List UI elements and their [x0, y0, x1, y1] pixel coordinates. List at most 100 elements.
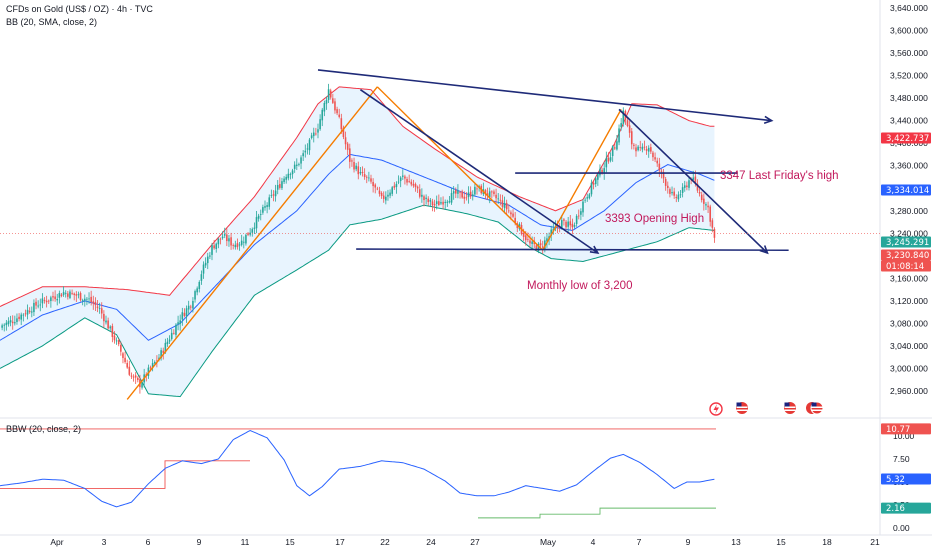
candle[interactable] [338, 108, 340, 119]
candle[interactable] [255, 210, 258, 234]
candle[interactable] [310, 132, 313, 140]
candle[interactable] [359, 166, 362, 176]
candle[interactable] [86, 296, 88, 306]
candle[interactable] [471, 190, 474, 201]
candle[interactable] [391, 186, 393, 197]
candle[interactable] [175, 323, 177, 338]
candle[interactable] [151, 358, 154, 372]
candle[interactable] [677, 191, 680, 202]
candle[interactable] [168, 335, 171, 344]
candle[interactable] [626, 117, 629, 128]
impulse-line[interactable] [126, 86, 378, 400]
event-icons[interactable] [709, 401, 824, 416]
candle[interactable] [18, 313, 20, 322]
candle[interactable] [709, 204, 711, 227]
candle[interactable] [584, 197, 586, 203]
candle[interactable] [686, 181, 688, 191]
candle[interactable] [671, 186, 673, 196]
candle[interactable] [563, 217, 565, 226]
candle[interactable] [429, 197, 432, 208]
candle[interactable] [465, 192, 468, 201]
candle[interactable] [346, 141, 349, 156]
candle[interactable] [7, 317, 10, 327]
candle[interactable] [308, 137, 311, 155]
candle[interactable] [618, 124, 620, 146]
trendline-arrowhead[interactable] [763, 115, 774, 125]
candle[interactable] [75, 291, 78, 302]
candle[interactable] [705, 202, 707, 211]
candle[interactable] [605, 151, 608, 173]
trendline[interactable] [317, 69, 772, 122]
candle[interactable] [423, 194, 425, 207]
candle[interactable] [459, 190, 461, 199]
candle[interactable] [56, 293, 59, 306]
candle-layer[interactable] [1, 83, 716, 394]
flag-icon[interactable] [784, 402, 796, 414]
candle[interactable] [616, 134, 618, 151]
annotation-monthly-low[interactable]: Monthly low of 3,200 [527, 280, 632, 292]
candle[interactable] [444, 199, 446, 210]
candle[interactable] [594, 176, 597, 188]
trendline[interactable] [359, 89, 599, 254]
candle[interactable] [416, 185, 419, 193]
candle[interactable] [370, 174, 372, 184]
candle[interactable] [41, 293, 44, 309]
candle[interactable] [374, 183, 377, 194]
candle[interactable] [221, 231, 224, 240]
candle[interactable] [681, 183, 684, 198]
candle[interactable] [404, 174, 406, 185]
candle[interactable] [291, 168, 294, 179]
candle[interactable] [368, 171, 370, 182]
candle[interactable] [501, 194, 504, 210]
candle[interactable] [302, 150, 304, 161]
candle[interactable] [319, 114, 321, 131]
candle[interactable] [332, 93, 334, 105]
drawing-layer[interactable]: 3347 Last Friday's high 3393 Opening High… [0, 69, 880, 400]
candle[interactable] [177, 315, 179, 331]
candle[interactable] [645, 145, 648, 155]
candle[interactable] [474, 183, 476, 197]
candle[interactable] [198, 280, 201, 293]
candle[interactable] [312, 127, 315, 143]
candle[interactable] [26, 304, 29, 320]
candle[interactable] [402, 169, 404, 180]
candle[interactable] [334, 98, 336, 114]
candle[interactable] [700, 191, 703, 203]
candle[interactable] [512, 209, 514, 219]
candle[interactable] [243, 236, 245, 249]
candle[interactable] [306, 143, 309, 155]
candle[interactable] [499, 194, 502, 206]
candle[interactable] [435, 195, 438, 210]
candle[interactable] [28, 307, 31, 314]
candle[interactable] [88, 292, 90, 304]
candle[interactable] [211, 242, 213, 261]
candle[interactable] [257, 213, 260, 222]
candle[interactable] [202, 261, 205, 279]
candle[interactable] [457, 184, 459, 199]
candle[interactable] [289, 172, 292, 180]
candle[interactable] [497, 192, 499, 205]
candle[interactable] [9, 315, 12, 327]
candle[interactable] [387, 189, 389, 201]
candle[interactable] [60, 293, 63, 298]
candle[interactable] [503, 196, 506, 214]
candle[interactable] [357, 161, 360, 180]
candle[interactable] [609, 152, 612, 163]
candle[interactable] [382, 191, 385, 203]
candle[interactable] [64, 290, 67, 298]
candle[interactable] [251, 227, 254, 237]
candle[interactable] [223, 227, 226, 239]
candle[interactable] [100, 302, 103, 319]
candle[interactable] [658, 157, 661, 178]
candle[interactable] [115, 337, 118, 345]
candle[interactable] [272, 190, 275, 202]
candle[interactable] [20, 312, 22, 326]
candle[interactable] [105, 315, 107, 325]
candle[interactable] [240, 234, 243, 247]
candle[interactable] [5, 319, 8, 331]
candle[interactable] [179, 314, 181, 331]
candle[interactable] [580, 208, 582, 221]
candle[interactable] [599, 164, 601, 178]
candle[interactable] [336, 106, 338, 116]
